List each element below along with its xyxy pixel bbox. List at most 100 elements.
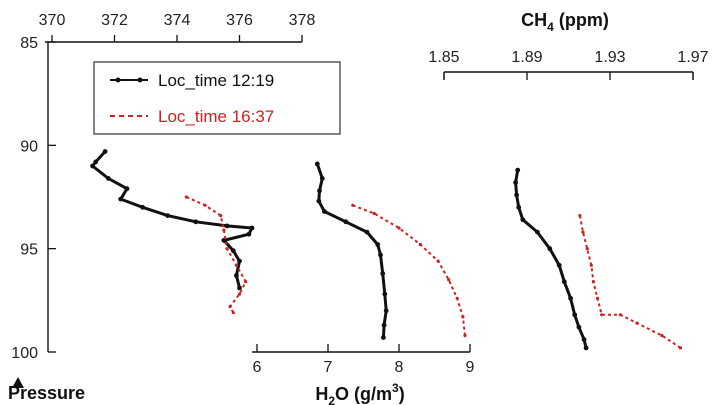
series-2-co2-point bbox=[237, 292, 242, 296]
pressure-tick-label: 95 bbox=[20, 242, 38, 259]
series-2-co2-point bbox=[234, 263, 238, 267]
series-1-co2-point bbox=[234, 273, 239, 278]
co2-tick-label: 374 bbox=[164, 12, 191, 29]
series-layer bbox=[90, 149, 683, 351]
series-2-ch4-point bbox=[595, 296, 600, 300]
legend-label-series-2: Loc_time 16:37 bbox=[158, 107, 274, 126]
series-2-co2-line bbox=[185, 196, 247, 314]
co2-tick-label: 376 bbox=[226, 12, 253, 29]
series-1-h2o-point bbox=[381, 322, 387, 328]
series-1-ch4-point bbox=[514, 192, 519, 198]
series-2-h2o-point bbox=[461, 315, 465, 319]
h2o-tick-label: 6 bbox=[253, 359, 262, 376]
series-1-co2-point bbox=[90, 163, 95, 169]
series-1-h2o-point bbox=[316, 198, 322, 204]
series-1-ch4-point bbox=[576, 324, 582, 330]
h2o-tick-group: 6 7 8 9 bbox=[253, 344, 475, 376]
legend-marker-icon bbox=[137, 77, 143, 83]
series-1-co2-point bbox=[124, 186, 130, 192]
series-1-h2o-point bbox=[364, 229, 370, 235]
pressure-axis: 85 90 95 100 Pressure bbox=[8, 35, 85, 403]
series-1-ch4-point bbox=[515, 167, 521, 173]
series-1-h2o-line bbox=[315, 163, 388, 338]
series-1-co2-point bbox=[93, 159, 99, 165]
series-2-ch4-point bbox=[618, 313, 623, 317]
series-1-ch4-point bbox=[513, 180, 518, 185]
series-1-co2-point bbox=[221, 238, 227, 243]
series-2-h2o-point bbox=[397, 226, 401, 230]
series-2-ch4-point bbox=[678, 346, 683, 350]
pressure-axis-title: Pressure bbox=[8, 383, 85, 403]
series-1-co2-line bbox=[90, 150, 255, 289]
series-1-ch4-point bbox=[572, 312, 578, 318]
series-2-h2o-line bbox=[352, 204, 466, 336]
series-1-h2o-point bbox=[383, 308, 389, 314]
series-2-ch4-point bbox=[581, 230, 585, 234]
series-1-ch4-point bbox=[516, 204, 522, 210]
series-1-co2-point bbox=[249, 225, 255, 231]
pressure-tick-label: 85 bbox=[20, 35, 38, 52]
ch4-axis: CH4 (ppm) 1.85 1.89 1.93 1.97 bbox=[428, 10, 709, 80]
series-1-ch4-point bbox=[583, 345, 589, 351]
series-1-co2-point bbox=[224, 223, 230, 229]
series-1-ch4-point bbox=[547, 246, 553, 252]
legend: Loc_time 12:19 Loc_time 16:37 bbox=[93, 61, 341, 135]
series-1-h2o-point bbox=[375, 242, 381, 247]
series-1-h2o-point bbox=[381, 335, 386, 340]
series-2-co2-point bbox=[244, 280, 248, 284]
series-1-co2-point bbox=[237, 285, 242, 291]
h2o-tick-label: 7 bbox=[324, 359, 333, 376]
series-1-ch4-point bbox=[568, 295, 573, 301]
series-1-h2o-point bbox=[317, 188, 322, 194]
co2-tick-group: 370 372 374 376 378 bbox=[39, 12, 315, 42]
series-1-h2o-point bbox=[319, 176, 325, 181]
co2-tick-label: 372 bbox=[101, 12, 128, 29]
h2o-tick-label: 8 bbox=[395, 359, 404, 376]
series-1-ch4-point bbox=[581, 337, 587, 342]
series-1-co2-point bbox=[105, 176, 111, 181]
series-1-h2o-point bbox=[343, 219, 349, 225]
series-1-h2o-point bbox=[382, 291, 388, 297]
series-2-ch4-point bbox=[585, 247, 589, 251]
series-1-co2-point bbox=[118, 196, 124, 202]
series-2-co2-point bbox=[203, 203, 207, 207]
series-1-co2-point bbox=[102, 149, 108, 154]
series-1-ch4-line bbox=[514, 169, 588, 349]
series-2-h2o-point bbox=[372, 211, 376, 216]
series-1-h2o-point bbox=[322, 209, 327, 214]
series-2-co2-point bbox=[222, 228, 226, 232]
legend-marker-icon bbox=[115, 77, 121, 83]
series-1-ch4-point bbox=[556, 262, 562, 268]
series-1-h2o-point bbox=[314, 161, 320, 167]
series-2-h2o-point bbox=[455, 296, 459, 300]
series-1-h2o-point bbox=[380, 271, 386, 276]
series-1-co2-point bbox=[246, 231, 252, 237]
series-2-ch4-point bbox=[578, 214, 582, 218]
series-2-co2-point bbox=[219, 214, 223, 218]
series-1-co2-point bbox=[193, 219, 199, 225]
pressure-tick-group: 85 90 95 100 bbox=[11, 35, 56, 362]
series-2-h2o-point bbox=[351, 203, 355, 207]
pressure-tick-label: 100 bbox=[11, 345, 38, 362]
ch4-axis-title: CH4 (ppm) bbox=[521, 10, 609, 34]
ch4-tick-label: 1.85 bbox=[428, 49, 459, 66]
pressure-arrow-icon bbox=[12, 377, 24, 388]
h2o-tick-label: 9 bbox=[466, 359, 475, 376]
series-1-co2-point bbox=[237, 258, 242, 264]
series-1-ch4-point bbox=[561, 279, 567, 285]
ch4-tick-label: 1.89 bbox=[511, 49, 542, 66]
series-2-ch4-point bbox=[591, 280, 596, 284]
ch4-tick-group: 1.85 1.89 1.93 1.97 bbox=[428, 49, 709, 80]
series-2-ch4-point bbox=[635, 321, 639, 325]
series-1-co2-point bbox=[230, 248, 236, 254]
legend-label-series-1: Loc_time 12:19 bbox=[158, 71, 274, 90]
series-2-h2o-point bbox=[463, 333, 467, 338]
co2-axis: 370 372 374 376 378 bbox=[39, 12, 315, 43]
series-2-ch4-point bbox=[589, 263, 593, 267]
series-2-h2o-point bbox=[436, 259, 440, 263]
h2o-axis: 6 7 8 9 H2O (g/m3) bbox=[252, 344, 475, 405]
ch4-tick-label: 1.93 bbox=[594, 49, 625, 66]
series-2-ch4-point bbox=[660, 333, 664, 338]
